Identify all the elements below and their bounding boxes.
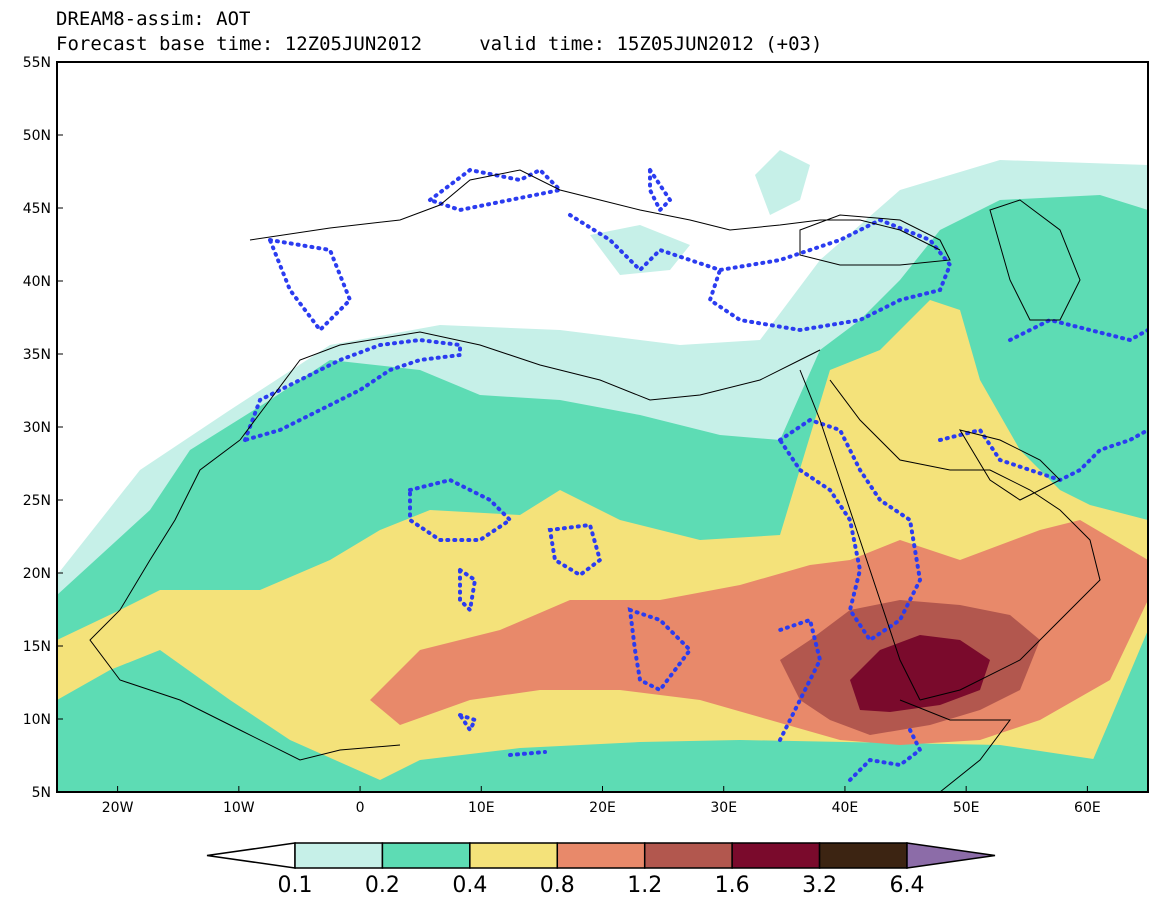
coastline-europe <box>249 169 941 251</box>
lat-tick-label: 15N <box>23 639 51 655</box>
overlay-contour <box>408 477 514 542</box>
colorbar-box <box>731 842 821 869</box>
lon-tick-label: 60E <box>1074 800 1101 816</box>
lat-tick-label: 50N <box>23 128 51 144</box>
chart-title: DREAM8-assim: AOT <box>56 8 251 30</box>
colorbar-label: 1.2 <box>627 873 662 898</box>
lat-tick-label: 20N <box>23 566 51 582</box>
aot-band-0-2-sahel <box>57 650 1148 792</box>
lon-tick-label: 30E <box>710 800 737 816</box>
colorbar-label: 3.2 <box>802 873 837 898</box>
overlay-contour <box>648 163 673 214</box>
colorbar-label: 0.8 <box>540 873 575 898</box>
colorbar: 0.1 0.2 0.4 0.8 1.2 1.6 3.2 6.4 <box>206 842 996 898</box>
lon-tick-label: 50E <box>953 800 980 816</box>
colorbar-label: 0.4 <box>452 873 487 898</box>
colorbar-box <box>469 842 559 869</box>
colorbar-box <box>643 842 733 869</box>
overlay-contour <box>458 566 478 615</box>
colorbar-label: 6.4 <box>890 873 925 898</box>
colorbar-box <box>381 842 471 869</box>
lat-tick-label: 10N <box>23 712 51 728</box>
overlay-contour <box>547 522 603 578</box>
overlay-contour <box>241 337 462 444</box>
lat-tick-label: 55N <box>23 55 51 71</box>
lat-tick-label: 35N <box>23 347 51 363</box>
overlay-contour <box>568 213 953 333</box>
colorbar-label: 0.1 <box>278 873 313 898</box>
aot-field <box>57 62 1148 792</box>
coastline-caspian-sea <box>989 199 1081 321</box>
colorbar-box <box>556 842 646 869</box>
overlay-contour <box>266 237 353 334</box>
chart-subtitle-forecast-times: Forecast base time: 12Z05JUN2012 valid t… <box>56 33 823 55</box>
overlay-contour <box>455 711 478 734</box>
coastline-west-africa <box>89 439 401 761</box>
coastline-red-sea <box>799 369 921 701</box>
longitude-axis: 20W 10W 0 10E 20E 30E 40E 50E 60E <box>102 786 1101 816</box>
aot-band-0-1-north <box>755 150 810 215</box>
lat-tick-label: 30N <box>23 420 51 436</box>
overlay-contour <box>848 728 923 782</box>
overlay-contour <box>778 617 823 742</box>
coastline-black-sea <box>799 214 951 266</box>
colorbar-over-arrow <box>906 842 996 869</box>
lon-tick-label: 20E <box>589 800 616 816</box>
colorbar-label: 1.6 <box>715 873 750 898</box>
coastline-arabia <box>829 379 1101 701</box>
overlay-contour <box>425 167 565 213</box>
lon-tick-label: 10W <box>223 800 255 816</box>
lat-tick-label: 40N <box>23 274 51 290</box>
lon-tick-label: 20W <box>102 800 134 816</box>
coastline-horn-of-africa <box>899 699 1011 792</box>
colorbar-box <box>818 842 908 869</box>
latitude-axis: 55N 50N 45N 40N 35N 30N 25N 20N 15N 10N 5N <box>23 55 63 801</box>
colorbar-label: 0.2 <box>365 873 400 898</box>
aot-band-1-6 <box>850 635 990 712</box>
coastlines <box>89 169 1101 792</box>
coastline-north-africa <box>239 331 821 441</box>
lat-tick-label: 45N <box>23 201 51 217</box>
overlay-contour <box>777 417 923 643</box>
aot-band-0-1-balkan <box>590 225 690 275</box>
coastline-persian-gulf <box>958 429 1061 501</box>
overlay-contour <box>508 750 547 757</box>
lat-tick-label: 5N <box>32 785 51 801</box>
colorbar-box <box>294 842 384 869</box>
colorbar-under-arrow <box>206 842 296 869</box>
lon-tick-label: 0 <box>356 800 365 816</box>
overlay-contour <box>627 607 693 693</box>
lon-tick-label: 10E <box>468 800 495 816</box>
overlay-contour <box>1008 317 1148 343</box>
lon-tick-label: 40E <box>832 800 859 816</box>
lat-tick-label: 25N <box>23 493 51 509</box>
